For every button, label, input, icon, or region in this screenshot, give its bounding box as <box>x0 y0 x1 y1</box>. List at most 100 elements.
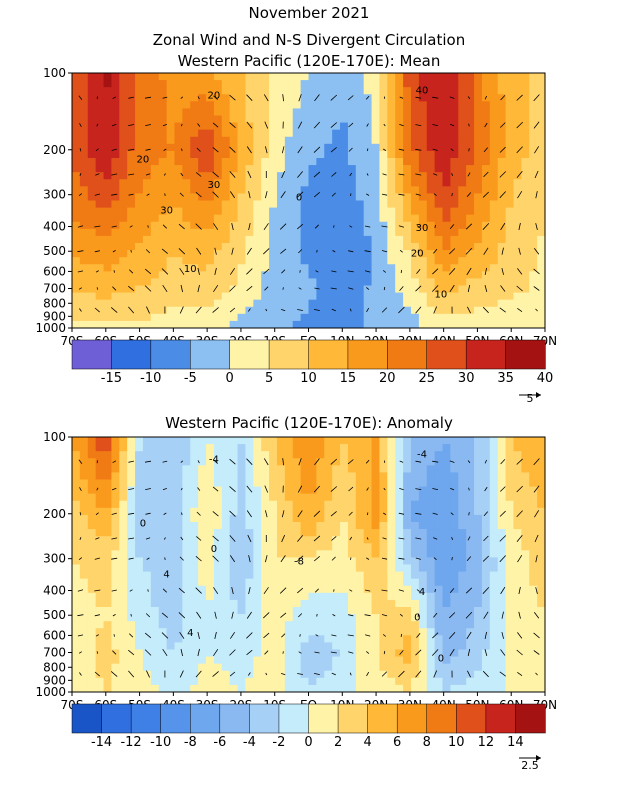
field-cell <box>167 137 175 145</box>
field-cell <box>427 215 435 223</box>
field-cell <box>269 487 277 495</box>
field-cell <box>458 257 466 265</box>
field-cell <box>309 137 317 145</box>
field-cell <box>238 286 246 294</box>
field-cell <box>482 543 490 551</box>
field-cell <box>151 257 159 265</box>
field-cell <box>395 271 403 279</box>
field-cell <box>340 607 348 615</box>
field-cell <box>521 494 529 502</box>
field-cell <box>80 494 88 502</box>
field-cell <box>498 293 506 301</box>
field-cell <box>238 116 246 124</box>
field-cell <box>466 229 474 237</box>
field-cell <box>372 543 380 551</box>
wind-field-shading <box>72 437 546 693</box>
field-cell <box>506 458 514 466</box>
field-cell <box>372 137 380 145</box>
field-cell <box>277 208 285 216</box>
field-cell <box>498 243 506 251</box>
field-cell <box>127 515 135 523</box>
field-cell <box>379 621 387 629</box>
field-cell <box>419 179 427 187</box>
field-cell <box>214 529 222 537</box>
field-cell <box>521 642 529 650</box>
field-cell <box>222 480 230 488</box>
field-cell <box>285 657 293 665</box>
field-cell <box>458 685 466 693</box>
field-cell <box>88 642 96 650</box>
field-cell <box>450 293 458 301</box>
field-cell <box>72 508 80 516</box>
field-cell <box>443 628 451 636</box>
field-cell <box>174 208 182 216</box>
field-cell <box>88 307 96 315</box>
field-cell <box>96 257 104 265</box>
field-cell <box>253 550 261 558</box>
field-cell <box>450 607 458 615</box>
field-cell <box>174 186 182 194</box>
field-cell <box>214 257 222 265</box>
field-cell <box>450 621 458 629</box>
field-cell <box>119 480 127 488</box>
field-cell <box>293 487 301 495</box>
field-cell <box>490 487 498 495</box>
field-cell <box>277 657 285 665</box>
field-cell <box>490 508 498 516</box>
field-cell <box>356 321 364 329</box>
field-cell <box>293 215 301 223</box>
field-cell <box>490 472 498 480</box>
field-cell <box>466 144 474 152</box>
field-cell <box>506 179 514 187</box>
field-cell <box>238 137 246 145</box>
field-cell <box>356 664 364 672</box>
field-cell <box>324 522 332 530</box>
field-cell <box>198 600 206 608</box>
field-cell <box>198 130 206 138</box>
field-cell <box>198 165 206 173</box>
field-cell <box>182 94 190 102</box>
field-cell <box>309 501 317 509</box>
field-cell <box>198 193 206 201</box>
field-cell <box>348 236 356 244</box>
field-cell <box>348 108 356 116</box>
field-cell <box>119 208 127 216</box>
field-cell <box>293 657 301 665</box>
field-cell <box>261 257 269 265</box>
field-cell <box>316 550 324 558</box>
field-cell <box>198 300 206 308</box>
field-cell <box>324 250 332 258</box>
field-cell <box>72 87 80 95</box>
field-cell <box>230 87 238 95</box>
field-cell <box>340 243 348 251</box>
field-cell <box>356 108 364 116</box>
field-cell <box>340 579 348 587</box>
field-cell <box>104 243 112 251</box>
field-cell <box>372 201 380 209</box>
field-cell <box>395 286 403 294</box>
field-cell <box>111 201 119 209</box>
field-cell <box>96 123 104 131</box>
field-cell <box>167 451 175 459</box>
field-cell <box>324 293 332 301</box>
field-cell <box>190 444 198 452</box>
field-cell <box>167 522 175 530</box>
field-cell <box>277 123 285 131</box>
field-cell <box>466 108 474 116</box>
field-cell <box>135 201 143 209</box>
field-cell <box>230 642 238 650</box>
field-cell <box>513 300 521 308</box>
field-cell <box>80 586 88 594</box>
field-cell <box>403 108 411 116</box>
field-cell <box>159 451 167 459</box>
field-cell <box>111 572 119 580</box>
field-cell <box>214 657 222 665</box>
field-cell <box>135 293 143 301</box>
field-cell <box>198 437 206 445</box>
field-cell <box>88 444 96 452</box>
field-cell <box>513 80 521 88</box>
field-cell <box>72 108 80 116</box>
field-cell <box>498 451 506 459</box>
field-cell <box>253 144 261 152</box>
field-cell <box>450 108 458 116</box>
